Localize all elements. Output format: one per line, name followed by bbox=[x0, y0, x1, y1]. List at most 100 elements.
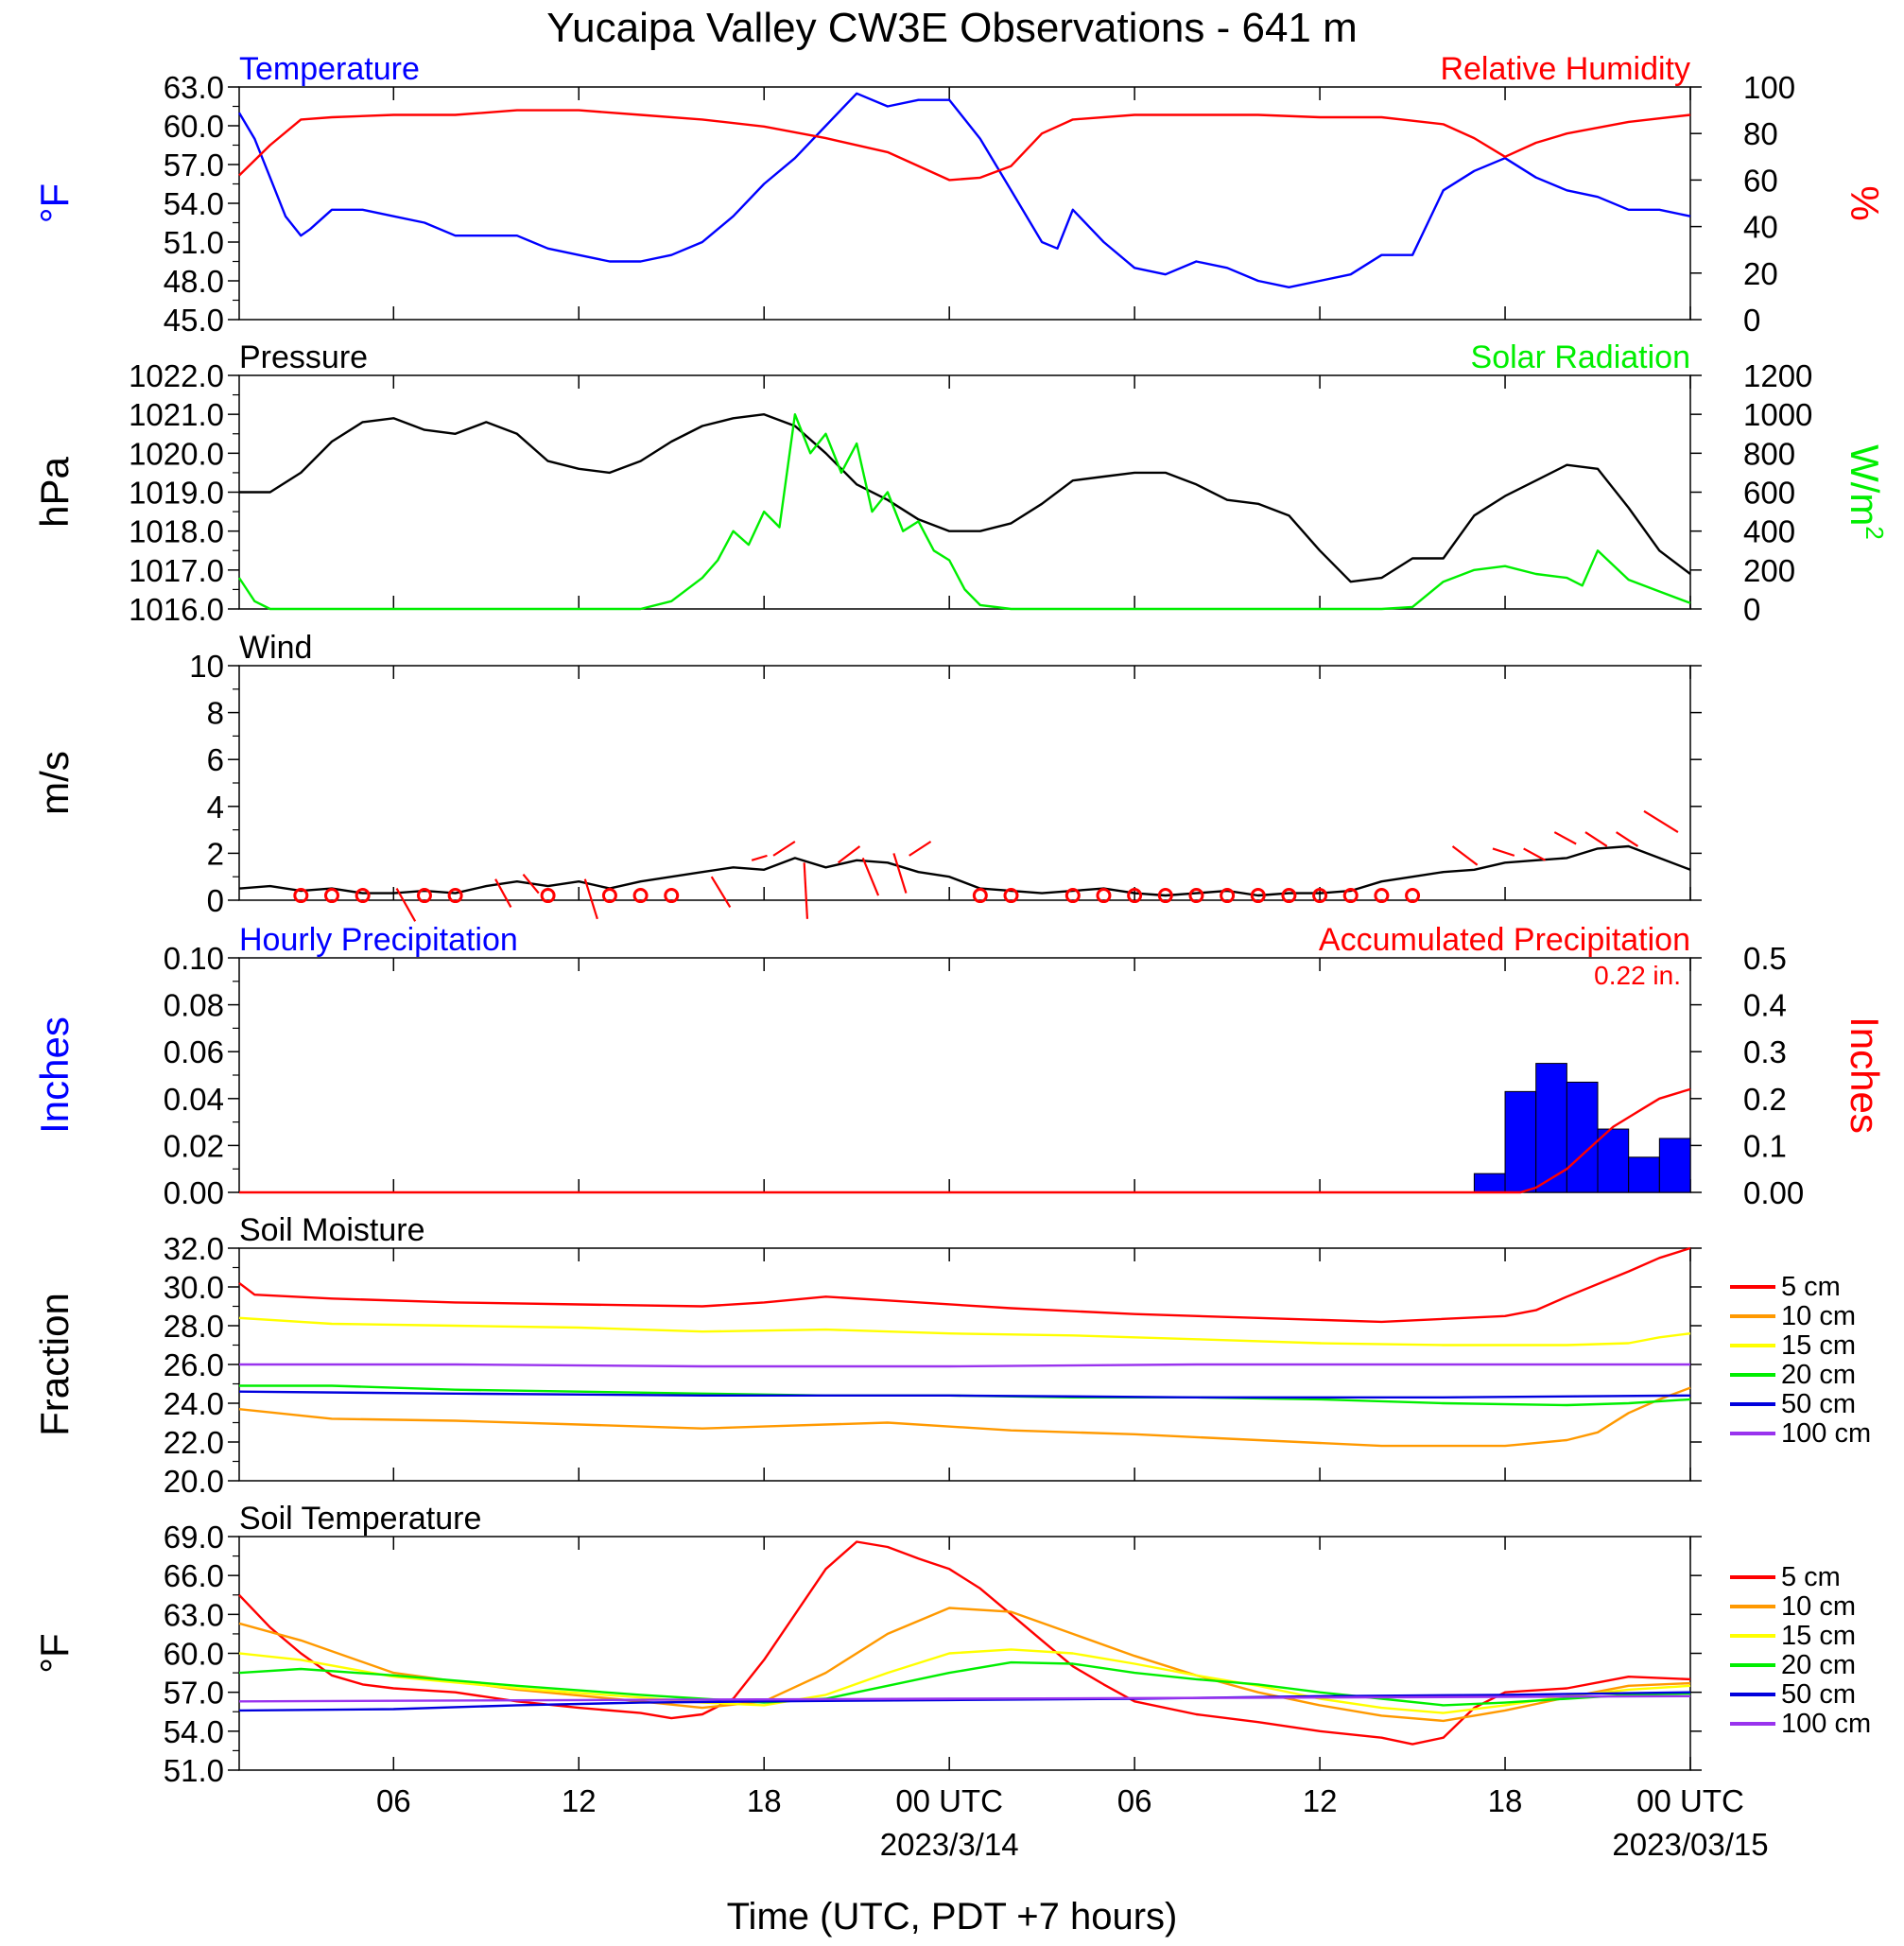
y-tick-label-left: 28.0 bbox=[164, 1309, 224, 1344]
panel-1: 45.0 48.0 51.0 54.0 57.0 60.0 63.0 0 20 40 60 80 100… bbox=[32, 51, 1887, 338]
y-tick-label-left: 57.0 bbox=[164, 148, 224, 182]
precip-bar bbox=[1658, 1138, 1691, 1193]
y-axis-label-right: W/m2 bbox=[1843, 444, 1889, 540]
calm-wind-marker bbox=[972, 888, 988, 904]
y-tick-label-left: 1019.0 bbox=[129, 476, 224, 511]
wind-barb bbox=[861, 857, 880, 896]
series-line-10cm bbox=[238, 1386, 1691, 1448]
calm-wind-marker bbox=[540, 888, 556, 904]
calm-wind-marker bbox=[1342, 888, 1359, 904]
y-axis-label-left: Inches bbox=[32, 1016, 77, 1134]
x-tick-label: 12 bbox=[562, 1783, 597, 1818]
panel-left-title: Pressure bbox=[239, 339, 368, 375]
y-tick-label-left: 0.04 bbox=[164, 1082, 224, 1117]
y-tick-label-right: 0.4 bbox=[1743, 988, 1787, 1023]
panel-title: Wind bbox=[239, 630, 312, 666]
y-tick-label-right: 40 bbox=[1743, 210, 1778, 245]
wind-barb bbox=[1523, 847, 1547, 861]
y-tick-label-left: 24.0 bbox=[164, 1386, 224, 1421]
wind-barb bbox=[395, 888, 417, 922]
calm-wind-marker bbox=[601, 888, 617, 904]
calm-wind-marker bbox=[1096, 888, 1112, 904]
legend-label: 5 cm bbox=[1781, 1562, 1841, 1592]
y-axis-label-left: hPa bbox=[32, 456, 77, 527]
y-tick-label-left: 1016.0 bbox=[129, 592, 224, 627]
panel-left-title: Hourly Precipitation bbox=[239, 922, 518, 958]
series-line-100cm bbox=[239, 1363, 1690, 1368]
y-tick-label-left: 0.06 bbox=[164, 1034, 224, 1069]
precip-bar bbox=[1597, 1128, 1630, 1193]
y-tick-label-left: 8 bbox=[207, 696, 224, 731]
figure-title: Yucaipa Valley CW3E Observations - 641 m bbox=[546, 5, 1358, 51]
legend-label: 10 cm bbox=[1781, 1591, 1856, 1622]
wind-barb bbox=[751, 854, 768, 861]
legend-label: 20 cm bbox=[1781, 1360, 1856, 1390]
wind-barb bbox=[1584, 831, 1608, 847]
x-tick-label: 00 UTC bbox=[895, 1783, 1003, 1818]
y-tick-label-right: 0.1 bbox=[1743, 1128, 1787, 1163]
wind-barb bbox=[1643, 809, 1679, 834]
calm-wind-marker bbox=[1220, 888, 1236, 904]
calm-wind-marker bbox=[1250, 888, 1266, 904]
y-tick-label-right: 20 bbox=[1743, 256, 1778, 291]
legend-label: 100 cm bbox=[1781, 1709, 1871, 1739]
x-tick-label: 06 bbox=[1117, 1783, 1152, 1818]
calm-wind-marker bbox=[447, 888, 463, 904]
series-line-accum bbox=[239, 1087, 1691, 1194]
calm-wind-marker bbox=[664, 888, 680, 904]
calm-wind-marker bbox=[293, 888, 309, 904]
y-tick-label-left: 0.02 bbox=[164, 1128, 224, 1163]
y-tick-label-left: 32.0 bbox=[164, 1231, 224, 1266]
legend-label: 15 cm bbox=[1781, 1330, 1856, 1361]
precip-bar bbox=[1628, 1156, 1660, 1193]
y-axis-label-right: % bbox=[1843, 185, 1887, 220]
wind-barb bbox=[1616, 831, 1639, 847]
y-tick-label-left: 22.0 bbox=[164, 1425, 224, 1460]
y-tick-label-left: 57.0 bbox=[164, 1676, 224, 1711]
series-line-pressure bbox=[239, 413, 1691, 583]
calm-wind-marker bbox=[1065, 888, 1081, 904]
x-tick-label: 06 bbox=[376, 1783, 411, 1818]
y-tick-label-left: 6 bbox=[207, 742, 224, 777]
wind-barb bbox=[1492, 847, 1515, 857]
y-tick-label-right: 0.00 bbox=[1743, 1175, 1804, 1210]
panel-frame bbox=[238, 665, 1691, 901]
y-tick-label-right: 600 bbox=[1743, 476, 1795, 511]
legend-label: 20 cm bbox=[1781, 1650, 1856, 1680]
calm-wind-marker bbox=[1312, 888, 1328, 904]
panel-frame bbox=[238, 374, 1691, 610]
y-tick-label-left: 1018.0 bbox=[129, 514, 224, 549]
wind-barb bbox=[583, 878, 598, 920]
y-tick-label-right: 0.3 bbox=[1743, 1034, 1787, 1069]
panel-title: Soil Moisture bbox=[239, 1212, 425, 1248]
y-tick-label-left: 51.0 bbox=[164, 1753, 224, 1788]
panels-group: 45.048.051.054.057.060.063.0020406080100… bbox=[32, 51, 1889, 1862]
calm-wind-marker bbox=[1374, 888, 1390, 904]
y-tick-label-left: 10 bbox=[189, 649, 224, 684]
panel-3: 0 2 4 6 8 10 Wind m/s bbox=[32, 630, 1702, 922]
panel-frame bbox=[238, 86, 1691, 321]
series-line-temperature bbox=[237, 92, 1691, 288]
y-tick-label-left: 20.0 bbox=[164, 1464, 224, 1499]
x-tick-label: 00 UTC bbox=[1636, 1783, 1744, 1818]
y-tick-label-left: 66.0 bbox=[164, 1558, 224, 1593]
legend-label: 5 cm bbox=[1781, 1272, 1841, 1302]
legend-label: 50 cm bbox=[1781, 1389, 1856, 1419]
wind-barb bbox=[1553, 831, 1577, 845]
calm-wind-marker bbox=[416, 888, 432, 904]
x-axis-label: Time (UTC, PDT +7 hours) bbox=[727, 1896, 1178, 1937]
y-axis-label-left: m/s bbox=[32, 751, 77, 815]
y-tick-label-left: 0 bbox=[207, 883, 224, 918]
y-tick-label-left: 26.0 bbox=[164, 1347, 224, 1382]
y-tick-label-left: 51.0 bbox=[164, 225, 224, 260]
y-tick-label-left: 54.0 bbox=[164, 186, 224, 221]
wind-barb bbox=[803, 862, 809, 919]
series-line-15cm bbox=[238, 1648, 1691, 1714]
precip-bar bbox=[1504, 1090, 1537, 1193]
y-axis-label-right: Inches bbox=[1843, 1016, 1887, 1134]
y-tick-label-left: 54.0 bbox=[164, 1714, 224, 1749]
y-tick-label-right: 80 bbox=[1743, 116, 1778, 151]
y-tick-label-right: 0 bbox=[1743, 303, 1760, 338]
y-tick-label-right: 1000 bbox=[1743, 397, 1812, 432]
